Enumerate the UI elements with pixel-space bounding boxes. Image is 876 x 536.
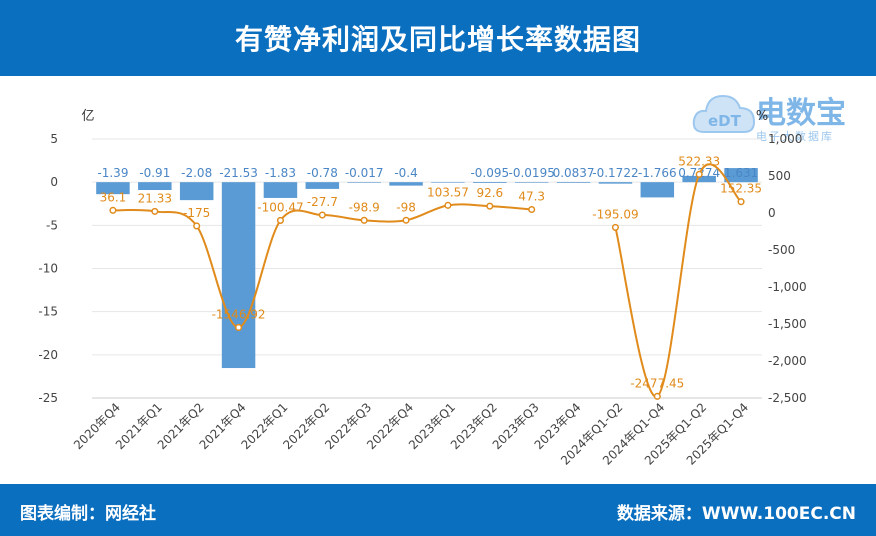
bar (96, 182, 130, 195)
right-tick-label: 500 (768, 169, 791, 183)
right-tick-label: -1,000 (768, 280, 807, 294)
footer-source-right: 数据来源：WWW.100EC.CN (616, 504, 856, 524)
left-tick-label: -10 (38, 262, 58, 276)
left-tick-label: -15 (38, 305, 58, 319)
bar-value-label: -0.0195 (509, 166, 555, 180)
line-value-label: 47.3 (518, 189, 545, 203)
bar (389, 182, 423, 186)
line-value-label: -175 (183, 206, 210, 220)
line-value-label: -2477.45 (630, 376, 684, 390)
bar-value-label: -0.017 (345, 166, 384, 180)
line-point (444, 201, 452, 209)
bar-value-label: -2.08 (181, 166, 212, 180)
line-value-label: 21.33 (138, 191, 172, 205)
logo-main-text: 电数宝 (756, 96, 846, 131)
line-value-label: -195.09 (592, 207, 638, 221)
left-tick-label: -5 (46, 218, 58, 232)
bar-value-label: -1.766 (638, 166, 677, 180)
line-value-label: 152.35 (720, 182, 762, 196)
header-bar: 有赞净利润及同比增长率数据图 (0, 0, 876, 76)
right-tick-label: -1,500 (768, 317, 807, 331)
right-tick-label: 0 (768, 206, 776, 220)
growth-line (112, 203, 532, 329)
bar (138, 182, 172, 191)
right-axis-unit: % (756, 109, 768, 124)
line-point (695, 170, 703, 178)
bar (640, 182, 675, 198)
bar-value-label: 1.631 (724, 166, 758, 180)
growth-line (614, 163, 742, 398)
bar (347, 182, 381, 183)
logo-sub-text: 电子大数据库 (756, 130, 834, 143)
bar (598, 182, 633, 184)
bar-value-label: -0.91 (139, 166, 170, 180)
bar (724, 168, 758, 183)
bar (556, 182, 591, 183)
bar-value-label: -1.83 (265, 166, 296, 180)
line-value-label: -27.7 (307, 195, 338, 209)
left-axis-unit: 亿 (81, 109, 94, 124)
bar-value-label: -0.1722 (592, 166, 638, 180)
line-point (318, 211, 326, 219)
left-tick-label: 5 (50, 132, 58, 146)
bar (514, 182, 549, 183)
line-value-label: 92.6 (476, 186, 503, 200)
bar (305, 182, 340, 189)
line-value-label: 522.33 (678, 154, 720, 168)
line-point (402, 216, 410, 224)
right-tick-label: -2,000 (768, 354, 807, 368)
combo-chart: 亿 % 5 0 -5 -10 -15 -20 -25 1,000 500 0 -500 -1,000 -1,… (38, 109, 807, 468)
bar (263, 182, 298, 198)
right-tick-label: -500 (768, 243, 795, 257)
bar-value-label: -0.78 (307, 166, 338, 180)
line-point (193, 222, 201, 230)
logo-mark: eDT (708, 112, 742, 130)
line-value-label: 36.1 (100, 190, 127, 204)
right-tick-label: -2,500 (768, 391, 807, 405)
bar-value-label: -0.095 (470, 166, 509, 180)
line-point (151, 207, 159, 215)
line-value-label: -100.47 (257, 200, 303, 214)
bar-value-label: -0.4 (394, 166, 417, 180)
line-point (235, 323, 243, 332)
line-point (528, 205, 536, 214)
line-point (109, 206, 117, 214)
line-point (360, 216, 368, 224)
left-tick-label: 0 (50, 175, 58, 189)
line-point (611, 223, 619, 231)
bar (221, 182, 256, 369)
left-tick-label: -25 (38, 391, 58, 405)
bar-value-label: 0.0837 (553, 166, 595, 180)
logo: eDT 电数宝 电子大数据库 (690, 80, 870, 150)
line-point (737, 198, 745, 206)
line-value-label: -98.9 (349, 200, 380, 214)
line-point (653, 392, 661, 400)
right-tick-label: 1,000 (768, 132, 802, 146)
chart-title: 有赞净利润及同比增长率数据图 (234, 23, 641, 56)
line-value-label: -1546.92 (212, 307, 266, 321)
bar (431, 182, 465, 183)
bar-value-label: -21.53 (219, 166, 258, 180)
line-value-label: 103.57 (427, 185, 469, 199)
bar (473, 182, 507, 183)
bar (682, 175, 716, 183)
bar-value-label: -1.39 (97, 166, 128, 180)
footer-bar: 图表编制：网经社 数据来源：WWW.100EC.CN (0, 484, 876, 536)
bar (179, 182, 214, 201)
line-point (276, 216, 284, 224)
cloud-logo-icon: eDT (692, 94, 756, 133)
line-point (486, 202, 494, 210)
left-tick-label: -20 (38, 348, 58, 362)
line-value-label: -98 (396, 200, 416, 214)
footer-source-left: 图表编制：网经社 (20, 504, 156, 524)
